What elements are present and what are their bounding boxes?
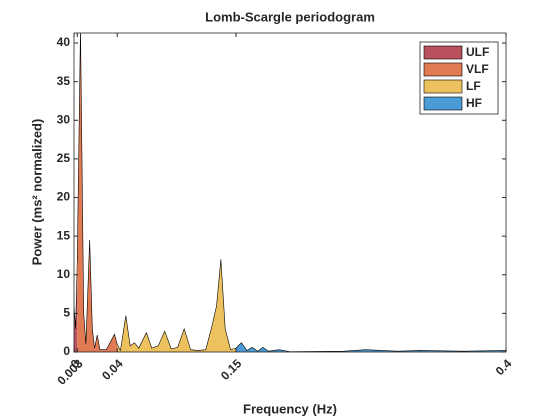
area-fill [117,259,236,352]
legend-swatch [423,45,463,60]
y-tick-label: 5 [63,306,70,320]
y-tick-label: 15 [57,228,71,242]
legend-label: HF [466,96,482,110]
area-line [235,342,506,352]
y-tick-label: 30 [57,112,71,126]
legend-swatch [423,79,463,94]
area-fill [77,33,118,352]
y-tick-label: 35 [57,74,71,88]
x-axis-label: Frequency (Hz) [243,401,337,416]
area-line [76,33,118,350]
legend-swatch [423,62,463,77]
legend-label: ULF [466,45,489,59]
y-tick-label: 40 [57,35,71,49]
y-tick-label: 0 [63,344,70,358]
legend-label: LF [466,79,481,93]
y-tick-label: 10 [57,267,71,281]
area-line [116,259,237,352]
plot-area [74,33,506,352]
y-axis-label: Power (ms² normalized) [29,119,44,266]
area-fill [74,263,78,352]
y-tick-label: 25 [57,151,71,165]
axes-box [73,32,507,353]
y-tick-label: 20 [57,190,71,204]
chart-title: Lomb-Scargle periodogram [205,9,375,24]
legend-swatch [423,96,463,111]
legend-label: VLF [466,62,489,76]
